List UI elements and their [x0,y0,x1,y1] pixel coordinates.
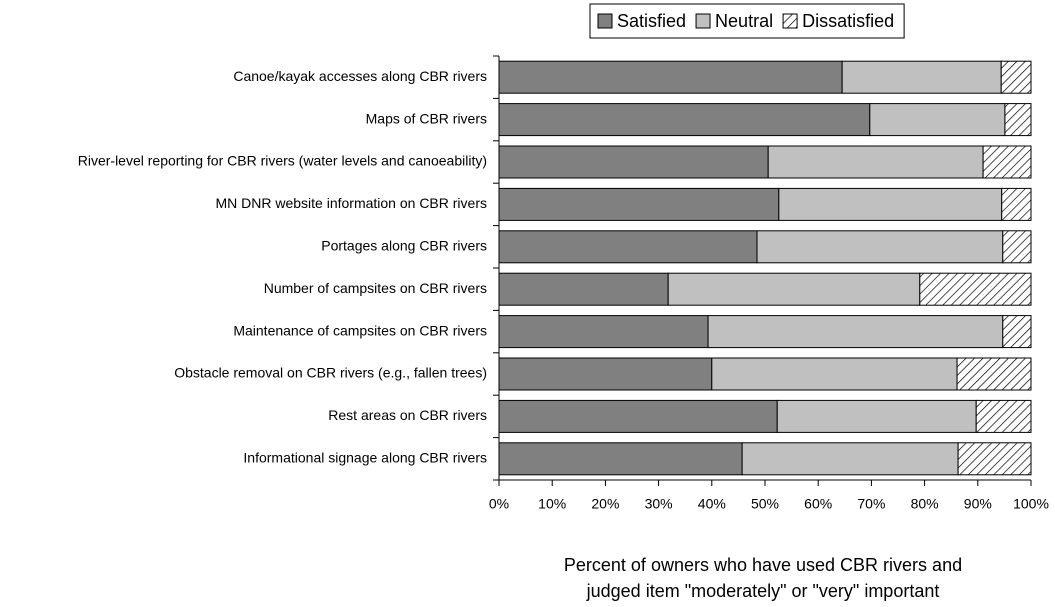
bar-segment [1004,103,1032,137]
bar-segment [498,442,743,476]
bar-segment [711,357,958,391]
y-tick-label: Number of campsites on CBR rivers [264,280,487,296]
y-tick-label: Informational signage along CBR rivers [243,450,487,466]
bar-segment [498,272,669,306]
bar-segment [1002,315,1032,349]
bar-segment [957,442,1032,476]
bar-segment [498,230,758,264]
bar-segment [498,103,871,137]
x-tick-label: 70% [857,496,885,512]
bar-segment [1001,187,1032,221]
x-tick-label: 30% [645,496,673,512]
bar-segment [498,399,778,433]
x-tick-label: 90% [964,496,992,512]
x-tick-label: 80% [911,496,939,512]
legend-label: Satisfied [617,11,686,31]
y-tick-label: Portages along CBR rivers [321,238,487,254]
y-tick-label: Canoe/kayak accesses along CBR rivers [233,68,487,84]
bar-segment [741,442,959,476]
bar-segment [707,315,1004,349]
x-tick-label: 60% [804,496,832,512]
bar-segment [767,145,984,179]
legend-swatch [782,13,798,29]
y-tick-label: MN DNR website information on CBR rivers [215,195,487,211]
bar-segment [1002,230,1032,264]
bar-segment [776,399,977,433]
bar-segment [498,357,713,391]
legend: Satisfied Neutral Dissatisfied [589,3,905,39]
bar-segment [498,60,843,94]
bar-segment [498,187,780,221]
bar-segment [1000,60,1032,94]
bar-segment [982,145,1032,179]
bar-segment [756,230,1004,264]
bar-segment [919,272,1032,306]
y-tick-label: Maps of CBR rivers [366,110,487,126]
y-tick-label: Rest areas on CBR rivers [328,407,487,423]
bar-segment [498,315,709,349]
bar-segment [841,60,1002,94]
bar-segment [778,187,1003,221]
legend-label: Dissatisfied [802,11,894,31]
x-tick-label: 0% [489,496,509,512]
legend-swatch [695,13,711,29]
y-tick-label: Maintenance of campsites on CBR rivers [233,322,487,338]
bar-segment [975,399,1032,433]
bar-segment [956,357,1032,391]
bar-segment [667,272,921,306]
legend-label: Neutral [715,11,773,31]
x-axis-title: Percent of owners who have used CBR rive… [564,555,962,575]
legend-swatch [597,13,613,29]
x-tick-label: 50% [751,496,779,512]
y-tick-label: Obstacle removal on CBR rivers (e.g., fa… [174,365,487,381]
y-tick-label: River-level reporting for CBR rivers (wa… [78,153,487,169]
legend-box [589,3,905,39]
bar-segment [498,145,769,179]
x-tick-label: 100% [1013,496,1049,512]
bar-segment [869,103,1006,137]
x-tick-label: 40% [698,496,726,512]
x-axis-title: judged item "moderately" or "very" impor… [586,581,940,601]
x-tick-label: 10% [538,496,566,512]
x-tick-label: 20% [591,496,619,512]
